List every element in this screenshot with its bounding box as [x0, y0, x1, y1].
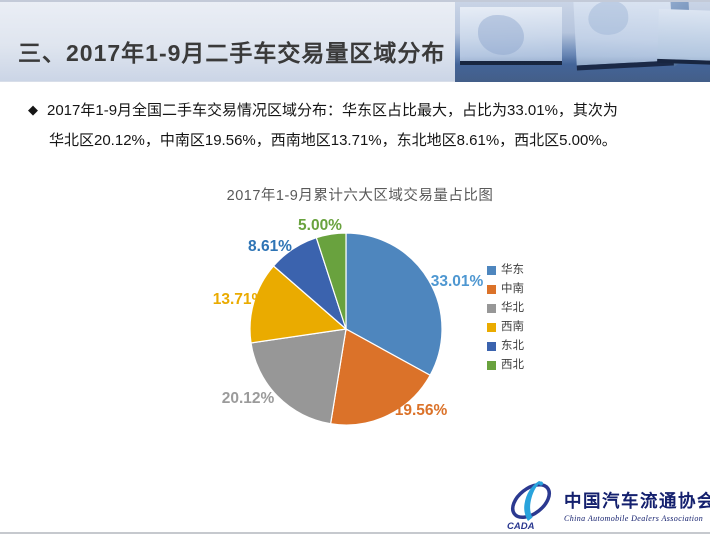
- pie-slice-华东: [345, 232, 443, 377]
- legend-item-西北: 西北: [487, 359, 524, 371]
- summary-line-2: 华北区20.12%，中南区19.56%，西南地区13.71%，东北地区8.61%…: [49, 132, 617, 149]
- legend-item-西南: 西南: [487, 321, 524, 333]
- legend-swatch-icon: [487, 360, 496, 370]
- legend-label: 华北: [501, 302, 524, 314]
- cada-acronym: CADA: [507, 521, 535, 530]
- cada-logo: CADA 中国汽车流通协会 China Automobile Dealers A…: [506, 480, 710, 530]
- logo-english-name: China Automobile Dealers Association: [564, 513, 704, 523]
- pie-slice-西北: [315, 232, 347, 330]
- summary-line-1: 2017年1-9月全国二手车交易情况区域分布：华东区占比最大，占比为33.01%…: [47, 102, 618, 119]
- pie-data-label-华东: 33.01%: [431, 273, 484, 290]
- legend-item-华北: 华北: [487, 302, 524, 314]
- cube-graphic: [460, 7, 562, 65]
- legend-label: 华东: [501, 264, 524, 276]
- legend-label: 西北: [501, 359, 524, 371]
- chart-legend: 华东中南华北西南东北西北: [487, 264, 524, 371]
- cube-graphic: [657, 8, 710, 66]
- pie-data-label-西北: 5.00%: [298, 217, 342, 234]
- legend-label: 中南: [501, 283, 524, 295]
- legend-swatch-icon: [487, 284, 496, 294]
- pie-data-label-中南: 19.56%: [395, 402, 448, 419]
- slide-header: 三、2017年1-9月二手车交易量区域分布: [0, 0, 710, 82]
- chart-title: 2017年1-9月累计六大区域交易量占比图: [226, 188, 494, 204]
- legend-item-东北: 东北: [487, 340, 524, 352]
- legend-label: 西南: [501, 321, 524, 333]
- pie-data-label-西南: 13.71%: [213, 291, 266, 308]
- legend-swatch-icon: [487, 265, 496, 275]
- legend-label: 东北: [501, 340, 524, 352]
- legend-item-华东: 华东: [487, 264, 524, 276]
- header-decoration-cubes-photo: [455, 2, 710, 82]
- diamond-bullet-icon: ◆: [28, 102, 38, 117]
- cada-emblem-icon: CADA: [507, 481, 552, 530]
- legend-swatch-icon: [487, 341, 496, 351]
- legend-swatch-icon: [487, 303, 496, 313]
- footer-divider: [0, 532, 710, 534]
- pie-slice-西南: [249, 265, 348, 344]
- pie-chart: 33.01% 19.56% 20.12% 13.71% 8.61% 5.00%: [213, 217, 484, 426]
- pie-slice-华北: [250, 328, 347, 425]
- legend-swatch-icon: [487, 322, 496, 332]
- logo-chinese-name: 中国汽车流通协会: [564, 490, 710, 511]
- pie-slice-中南: [329, 328, 431, 426]
- pie-data-label-华北: 20.12%: [222, 390, 275, 407]
- pie-data-label-东北: 8.61%: [248, 238, 292, 255]
- legend-item-中南: 中南: [487, 283, 524, 295]
- page-title: 三、2017年1-9月二手车交易量区域分布: [18, 40, 446, 66]
- summary-paragraph: ◆ 2017年1-9月全国二手车交易情况区域分布：华东区占比最大，占比为33.01…: [28, 96, 692, 156]
